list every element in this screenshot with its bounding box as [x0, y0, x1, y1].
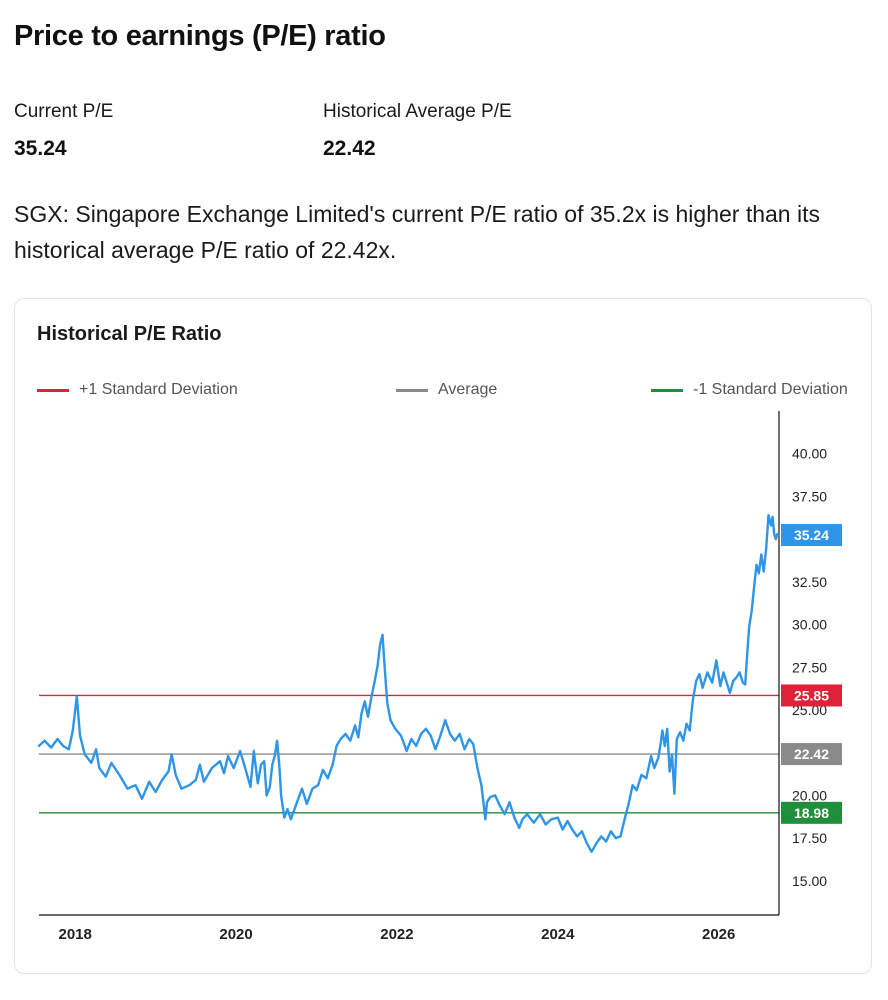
pe-summary-text: SGX: Singapore Exchange Limited's curren… [14, 201, 820, 263]
legend-item-average: Average [396, 381, 497, 399]
value-badge-label-3: 35.24 [794, 527, 829, 543]
legend-label-plus-sd: +1 Standard Deviation [79, 381, 238, 398]
x-tick-label: 2024 [541, 926, 575, 943]
chart-title: Historical P/E Ratio [37, 323, 222, 345]
legend-swatch-minus-sd [651, 388, 683, 392]
legend-item-plus-sd: +1 Standard Deviation [37, 381, 238, 399]
pe-line-chart: 15.0017.5020.0022.5025.0027.5030.0032.50… [37, 411, 842, 943]
historical-pe-chart-card: Historical P/E Ratio +1 Standard Deviati… [14, 298, 872, 974]
x-tick-label: 2018 [59, 926, 92, 943]
value-badge-label-2: 18.98 [794, 805, 829, 821]
value-badge-label-0: 25.85 [794, 687, 829, 703]
current-pe-value: 35.24 [14, 137, 67, 160]
y-tick-label: 37.50 [792, 488, 827, 504]
x-tick-label: 2022 [380, 926, 413, 943]
y-tick-label: 17.50 [792, 830, 827, 846]
series-line-0 [37, 514, 781, 853]
y-tick-label: 30.00 [792, 617, 827, 633]
legend-item-minus-sd: -1 Standard Deviation [651, 381, 848, 399]
y-tick-label: 27.50 [792, 659, 827, 675]
y-tick-label: 32.50 [792, 574, 827, 590]
value-badge-0 [781, 684, 842, 707]
value-badge-3 [781, 524, 842, 547]
current-pe-label: Current P/E [14, 101, 114, 122]
x-tick-label: 2020 [219, 926, 252, 943]
y-tick-label: 15.00 [792, 873, 827, 889]
value-badge-1 [781, 743, 842, 766]
x-tick-label: 2026 [702, 926, 735, 943]
value-badge-label-1: 22.42 [794, 746, 829, 762]
historical-average-pe-value: 22.42 [323, 137, 376, 160]
legend-label-minus-sd: -1 Standard Deviation [693, 381, 848, 398]
page-title: Price to earnings (P/E) ratio [14, 20, 386, 52]
value-badge-2 [781, 801, 842, 824]
y-tick-label: 40.00 [792, 446, 827, 462]
y-tick-label: 20.00 [792, 787, 827, 803]
legend-swatch-plus-sd [37, 388, 69, 392]
historical-average-pe-label: Historical Average P/E [323, 101, 512, 122]
legend-swatch-average [396, 388, 428, 392]
legend-label-average: Average [438, 381, 498, 398]
